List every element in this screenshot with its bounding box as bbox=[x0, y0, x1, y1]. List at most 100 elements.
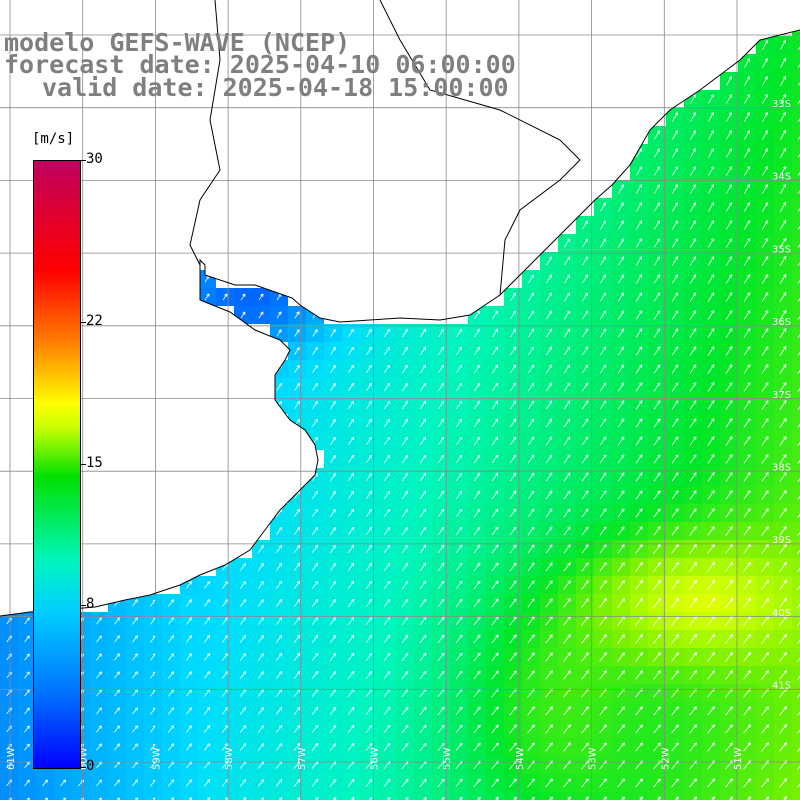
wind-arrow bbox=[258, 563, 265, 571]
wind-arrow bbox=[311, 580, 319, 589]
wind-arrow bbox=[743, 418, 751, 428]
wind-cell bbox=[558, 792, 576, 800]
wind-cell bbox=[792, 162, 800, 180]
wind-arrow bbox=[401, 490, 409, 500]
wind-arrow bbox=[599, 598, 607, 608]
wind-arrow bbox=[330, 364, 336, 373]
wind-arrow bbox=[635, 652, 643, 662]
wind-arrow bbox=[707, 364, 715, 374]
wind-arrow bbox=[312, 329, 318, 337]
wind-arrow bbox=[419, 526, 427, 536]
wind-arrow bbox=[383, 652, 391, 662]
wind-arrow bbox=[347, 544, 355, 553]
wind-arrow bbox=[564, 274, 571, 284]
wind-arrow bbox=[420, 346, 426, 356]
wind-arrow bbox=[653, 310, 661, 320]
wind-arrow bbox=[347, 598, 355, 607]
wind-arrow bbox=[257, 635, 265, 643]
wind-arrow bbox=[707, 418, 715, 428]
wind-arrow bbox=[203, 671, 211, 679]
wind-arrow bbox=[797, 441, 800, 446]
lat-label: 33S bbox=[772, 99, 791, 110]
wind-arrow bbox=[275, 599, 283, 607]
wind-arrow bbox=[545, 508, 553, 518]
wind-arrow bbox=[563, 436, 571, 446]
wind-arrow bbox=[528, 310, 535, 320]
wind-arrow bbox=[474, 310, 481, 320]
wind-arrow bbox=[473, 472, 481, 482]
wind-arrow bbox=[743, 454, 751, 464]
wind-arrow bbox=[725, 400, 733, 410]
wind-arrow bbox=[437, 580, 445, 590]
wind-arrow bbox=[239, 635, 247, 643]
wind-cell bbox=[792, 612, 800, 630]
wind-arrow bbox=[599, 400, 607, 410]
wind-arrow bbox=[797, 675, 800, 680]
wind-arrow bbox=[383, 634, 391, 644]
wind-arrow bbox=[671, 274, 679, 284]
wind-arrow bbox=[330, 400, 336, 409]
wind-arrow bbox=[689, 202, 697, 212]
wind-arrow bbox=[689, 472, 697, 482]
wind-arrow bbox=[798, 45, 800, 50]
wind-arrow bbox=[366, 346, 372, 356]
wind-arrow bbox=[671, 561, 679, 572]
wind-arrow bbox=[402, 418, 409, 428]
wind-arrow bbox=[779, 292, 787, 302]
wind-arrow bbox=[527, 526, 535, 536]
wind-arrow bbox=[617, 580, 625, 590]
wind-cell bbox=[396, 792, 414, 800]
colorbar-tick-label: 8 bbox=[86, 596, 95, 613]
wind-arrow bbox=[707, 472, 715, 482]
wind-arrow bbox=[779, 256, 787, 266]
wind-arrow bbox=[599, 454, 607, 464]
wind-arrow bbox=[743, 382, 751, 392]
wind-arrow bbox=[348, 346, 354, 355]
wind-cell bbox=[792, 558, 800, 576]
wind-arrow bbox=[473, 526, 481, 536]
wind-arrow bbox=[653, 508, 661, 518]
wind-cell bbox=[234, 792, 252, 800]
wind-arrow bbox=[744, 76, 750, 86]
wind-arrow bbox=[330, 454, 337, 463]
wind-arrow bbox=[491, 382, 499, 392]
wind-arrow bbox=[473, 580, 481, 590]
wind-arrow bbox=[437, 598, 445, 608]
wind-arrow bbox=[797, 567, 800, 572]
wind-arrow bbox=[348, 472, 355, 481]
wind-cell bbox=[720, 792, 738, 800]
wind-arrow bbox=[329, 562, 337, 571]
wind-arrow bbox=[329, 544, 337, 553]
wind-arrow bbox=[384, 364, 390, 374]
wind-arrow bbox=[563, 454, 571, 464]
wind-arrow bbox=[545, 562, 553, 572]
wind-arrow bbox=[635, 597, 643, 608]
wind-arrow bbox=[168, 671, 175, 679]
wind-arrow bbox=[509, 526, 517, 536]
wind-arrow bbox=[347, 616, 355, 625]
wind-cell bbox=[792, 306, 800, 324]
wind-cell bbox=[144, 792, 162, 800]
wind-arrow bbox=[330, 472, 337, 481]
wind-arrow bbox=[762, 76, 768, 86]
wind-arrow bbox=[797, 495, 800, 500]
wind-arrow bbox=[221, 653, 229, 661]
wind-arrow bbox=[383, 544, 391, 554]
wind-arrow bbox=[600, 202, 606, 212]
wind-arrow bbox=[690, 130, 696, 140]
wind-arrow bbox=[798, 63, 800, 68]
wind-cell bbox=[792, 216, 800, 234]
colorbar-tick-mark bbox=[80, 767, 86, 768]
wind-arrow bbox=[240, 293, 246, 301]
wind-arrow bbox=[401, 544, 409, 554]
wind-arrow bbox=[653, 579, 661, 590]
wind-arrow bbox=[330, 329, 336, 337]
wind-arrow bbox=[599, 490, 607, 500]
wind-arrow bbox=[348, 328, 354, 337]
wind-arrow bbox=[689, 382, 697, 392]
wind-arrow bbox=[708, 112, 714, 122]
wind-arrow bbox=[401, 508, 409, 518]
wind-arrow bbox=[635, 490, 643, 500]
wind-cell bbox=[360, 792, 378, 800]
wind-arrow bbox=[311, 562, 319, 571]
